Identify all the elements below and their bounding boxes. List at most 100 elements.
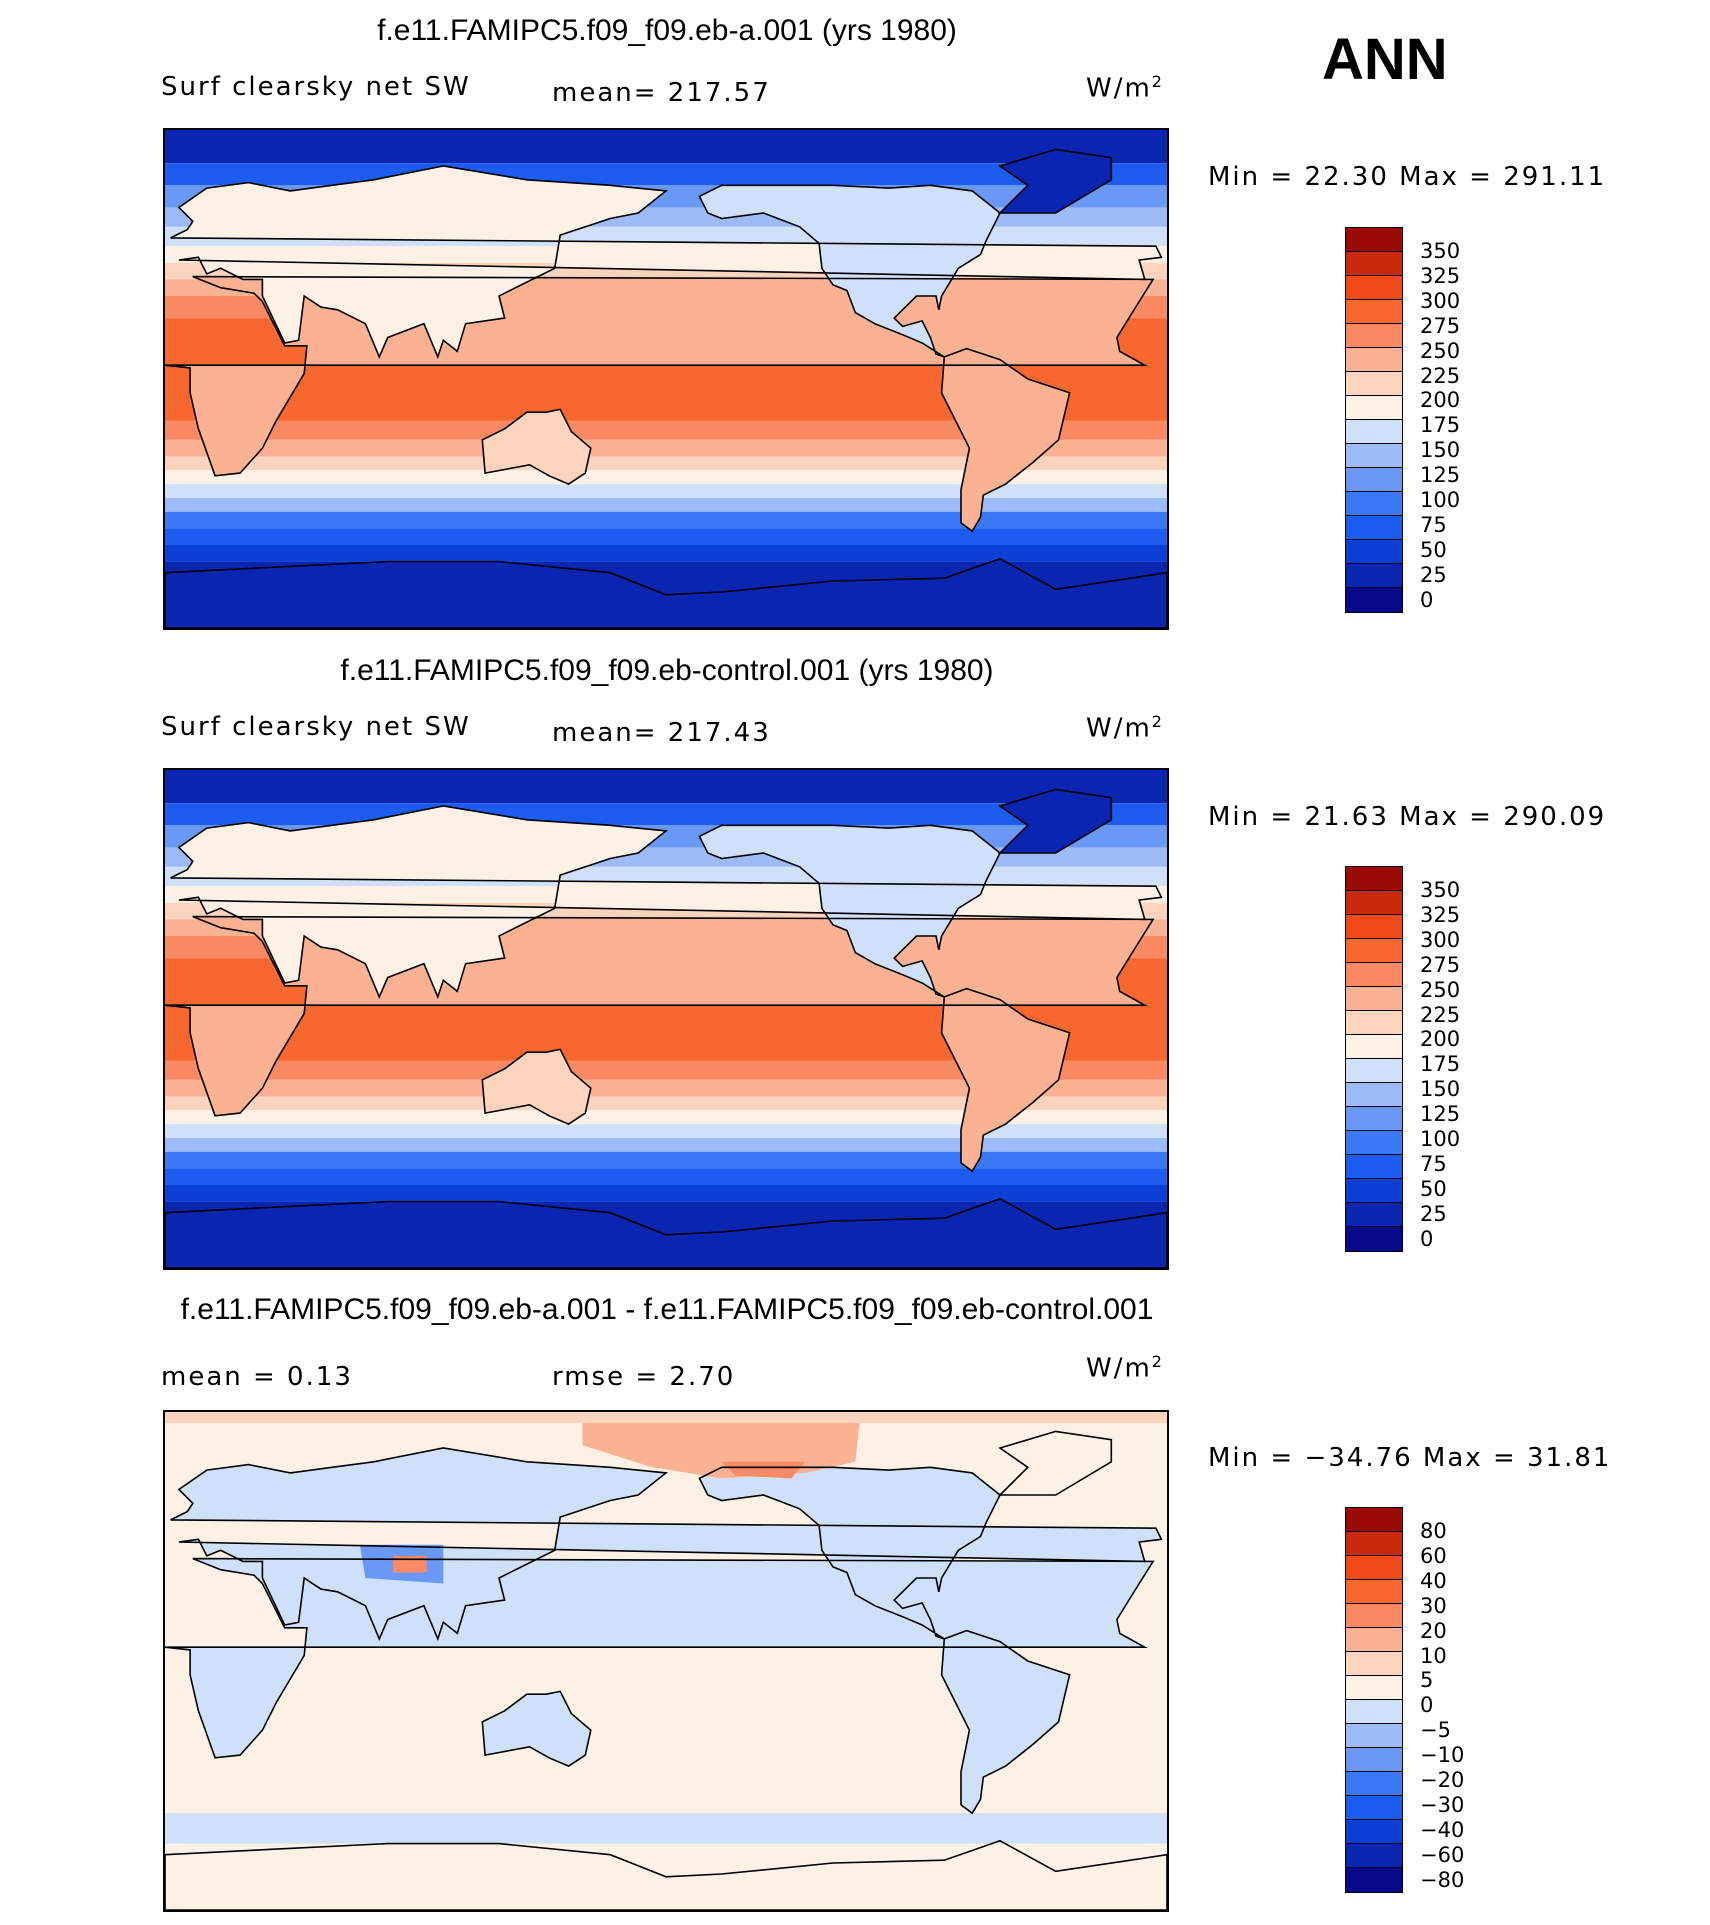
colorbar-label: 225 (1420, 1002, 1461, 1027)
colorbar-label: −5 (1420, 1718, 1451, 1743)
field-band (165, 528, 1167, 545)
colorbar-swatch (1346, 252, 1402, 276)
panel-2-variable: Surf clearsky net SW (161, 712, 471, 742)
colorbar-swatch (1346, 1059, 1402, 1083)
continent-outline (481, 1690, 592, 1768)
panel-2-units: W/m2 (1086, 712, 1164, 744)
field-band (165, 1096, 1167, 1111)
continent-outline (170, 165, 1163, 360)
colorbar-label: 275 (1420, 313, 1461, 338)
colorbar-label: 50 (1420, 1176, 1447, 1201)
colorbar-label: −60 (1420, 1842, 1465, 1867)
colorbar-swatch (1346, 1179, 1402, 1203)
colorbar-label: −30 (1420, 1792, 1465, 1817)
colorbar-label: 225 (1420, 363, 1461, 388)
colorbar-swatch (1346, 1203, 1402, 1227)
field-band (165, 456, 1167, 471)
colorbar-swatch (1346, 348, 1402, 372)
colorbar-swatch (1346, 564, 1402, 588)
field-band (165, 130, 1167, 164)
panel-1-variable: Surf clearsky net SW (161, 72, 471, 102)
continent-outline (170, 1447, 1163, 1642)
colorbar-swatch (1346, 1083, 1402, 1107)
colorbar-swatch (1346, 276, 1402, 300)
continent-outline (481, 1048, 592, 1126)
panel-2-mean: mean= 217.43 (552, 718, 771, 748)
field-band (165, 1110, 1167, 1125)
colorbar-swatch (1346, 588, 1402, 612)
colorbar-label: 80 (1420, 1519, 1447, 1543)
colorbar-label: 125 (1420, 1102, 1461, 1127)
colorbar-label: 75 (1420, 512, 1447, 537)
continent-outline (1000, 789, 1112, 853)
colorbar-label: 0 (1420, 1226, 1434, 1251)
colorbar-swatch (1346, 1868, 1402, 1892)
colorbar-swatch (1346, 1155, 1402, 1179)
continent-outline (941, 1630, 1070, 1814)
colorbar-label: 100 (1420, 1127, 1461, 1151)
continent-outline (698, 824, 1002, 998)
field-band (165, 439, 1167, 457)
colorbar-label: 30 (1420, 1593, 1447, 1618)
colorbar-label: 175 (1420, 413, 1461, 438)
continent-outline (482, 409, 591, 485)
colorbar-label: 10 (1420, 1643, 1447, 1668)
continent-outline (170, 166, 1162, 357)
colorbar-label: 325 (1420, 902, 1461, 927)
continent-outline (165, 557, 1167, 628)
panel-3-rmse: rmse = 2.70 (552, 1362, 736, 1392)
colorbar-label: 300 (1420, 288, 1461, 313)
panel-3-minmax: Min = −34.76 Max = 31.81 (1208, 1443, 1612, 1473)
continent-outline (699, 185, 1000, 357)
colorbar-label: 150 (1420, 438, 1461, 463)
colorbar-swatch (1346, 1131, 1402, 1155)
season-label: ANN (1322, 27, 1448, 92)
field-band (165, 1185, 1167, 1202)
colorbar-swatch (1346, 915, 1402, 939)
field-band (165, 420, 1167, 440)
colorbar-swatch (1346, 1748, 1402, 1772)
continent-outline (940, 987, 1071, 1173)
colorbar-swatch (1346, 867, 1402, 891)
continent-outline (998, 1430, 1113, 1496)
colorbar-swatch (1346, 1532, 1402, 1556)
anomaly-patch (721, 1461, 806, 1479)
continent-outline (481, 408, 592, 486)
colorbar-swatch (1346, 468, 1402, 492)
colorbar-swatch (1346, 1604, 1402, 1628)
colorbar-label: 325 (1420, 263, 1461, 288)
colorbar-label: −10 (1420, 1743, 1465, 1768)
continent-outline (165, 275, 1155, 477)
colorbar-label: 20 (1420, 1618, 1447, 1643)
colorbar-swatch (1346, 1700, 1402, 1724)
panel-3-map (163, 1410, 1169, 1912)
panel-1-minmax: Min = 22.30 Max = 291.11 (1208, 162, 1607, 192)
colorbar-label: 5 (1420, 1668, 1434, 1693)
colorbar-label: 60 (1420, 1543, 1447, 1568)
panel-3-mean: mean = 0.13 (161, 1362, 353, 1392)
panel-3-units: W/m2 (1086, 1352, 1164, 1384)
colorbar-swatch (1346, 1107, 1402, 1131)
colorbar-label: 200 (1420, 1027, 1461, 1052)
colorbar-swatch (1346, 228, 1402, 252)
colorbar-swatch (1346, 1035, 1402, 1059)
colorbar-swatch (1346, 1820, 1402, 1844)
colorbar-label: 0 (1420, 1693, 1434, 1718)
colorbar-swatch (1346, 444, 1402, 468)
colorbar-label: 300 (1420, 927, 1461, 952)
colorbar-swatch (1346, 420, 1402, 444)
continent-outline (941, 988, 1070, 1172)
continent-outline (1000, 149, 1112, 213)
panel-1-title: f.e11.FAMIPC5.f09_f09.eb-a.001 (yrs 1980… (377, 14, 957, 47)
colorbar-swatch (1346, 1580, 1402, 1604)
continent-outline (940, 347, 1071, 533)
continent-outline (165, 1198, 1167, 1268)
colorbar-swatch (1346, 1011, 1402, 1035)
colorbar-swatch (1346, 324, 1402, 348)
field-band (165, 1168, 1167, 1185)
colorbar-swatch (1346, 516, 1402, 540)
anomaly-patch (393, 1555, 427, 1573)
colorbar-swatch (1346, 891, 1402, 915)
field-band (165, 497, 1167, 512)
colorbar-label: 0 (1420, 587, 1434, 612)
